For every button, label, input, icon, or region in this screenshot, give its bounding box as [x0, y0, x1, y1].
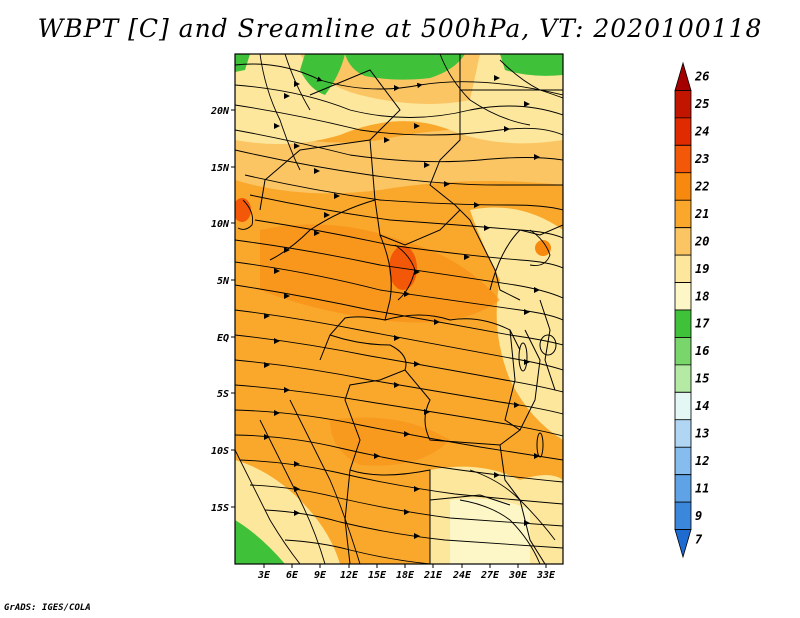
x-tick-label-15e: 15E: [368, 570, 387, 581]
wbpt-18-19-southeast: [450, 498, 530, 564]
colorbar-label: 26: [694, 70, 709, 84]
colorbar-label: 17: [695, 317, 710, 331]
colorbar-swatch: [674, 309, 692, 338]
colorbar-swatch: [674, 501, 692, 530]
y-axis: 20N 15N 10N 5N EQ 5S 10S 15S: [210, 106, 235, 514]
colorbar-swatch: [674, 144, 692, 174]
colorbar: 26 25 24 23 22 21 20 19 18 17 16 15 14 13 12 11 9 7: [674, 61, 710, 559]
colorbar-label: 7: [695, 532, 703, 546]
x-tick-label-27e: 27E: [480, 570, 500, 581]
wbpt-17-18-north-east: [500, 54, 563, 76]
x-tick-label-33e: 33E: [536, 570, 556, 581]
wbpt-17-18-north: [345, 54, 465, 80]
colorbar-swatch: [674, 254, 692, 283]
colorbar-swatch: [674, 61, 692, 91]
x-tick-label-3e: 3E: [257, 570, 271, 581]
x-tick-label-30e: 30E: [508, 570, 528, 581]
colorbar-label: 20: [694, 234, 709, 248]
map-frame: [234, 53, 564, 565]
lake-victoria: [539, 334, 557, 356]
y-tick-label-10s: 10S: [211, 446, 229, 457]
x-tick-label-24e: 24E: [452, 570, 472, 581]
colorbar-label: 23: [694, 152, 709, 166]
colorbar-label: 15: [695, 372, 709, 386]
colorbar-swatch: [674, 419, 692, 448]
colorbar-swatch: [674, 446, 692, 476]
colorbar-label: 24: [694, 125, 709, 139]
colorbar-swatch: [674, 282, 692, 311]
x-tick-label-6e: 6E: [286, 570, 299, 581]
colorbar-swatch: [674, 172, 692, 201]
lake-malawi: [536, 432, 544, 458]
colorbar-label: 21: [694, 207, 709, 221]
wbpt-23-24-spot-west: [235, 198, 251, 222]
colorbar-label: 16: [695, 344, 709, 358]
wbpt-17-18-southwest: [235, 520, 285, 564]
streamlines: [235, 54, 563, 564]
colorbar-label: 12: [695, 454, 709, 468]
y-tick-label-5s: 5S: [217, 389, 229, 400]
colorbar-swatch: [674, 391, 692, 421]
y-tick-label-20n: 20N: [210, 106, 230, 117]
y-tick-label-eq: EQ: [217, 333, 229, 344]
colorbar-swatch: [674, 529, 692, 559]
x-tick-label-21e: 21E: [423, 570, 443, 581]
wbpt-17-18-northwest-corner: [235, 54, 250, 72]
colorbar-label: 9: [695, 509, 702, 523]
x-axis: 3E 6E 9E 12E 15E 18E 21E 24E 27E 30E 33E: [257, 564, 556, 581]
colorbar-swatch: [674, 474, 692, 503]
y-tick-label-10n: 10N: [211, 219, 230, 230]
colorbar-swatch: [674, 117, 692, 146]
wbpt-17-18-north-west: [300, 54, 345, 95]
chart-title: WBPT [C] and Sreamline at 500hPa, VT: 20…: [37, 14, 763, 43]
x-tick-label-12e: 12E: [340, 570, 359, 581]
y-tick-label-15n: 15N: [211, 163, 230, 174]
colorbar-swatch: [674, 199, 692, 229]
wbpt-22-23-central: [260, 224, 500, 323]
colorbar-label: 11: [695, 481, 709, 495]
colorbar-swatch: [674, 337, 692, 366]
x-tick-label-18e: 18E: [396, 570, 415, 581]
map-plot-area: [235, 54, 563, 564]
colorbar-label: 19: [695, 262, 709, 276]
y-tick-label-15s: 15S: [211, 503, 229, 514]
colorbar-swatch: [674, 227, 692, 256]
colorbar-label: 18: [695, 289, 709, 303]
wbpt-22-23-spot-east: [535, 240, 551, 256]
streamline-arrows: [264, 75, 540, 539]
grads-credit: GrADS: IGES/COLA: [4, 603, 91, 613]
colorbar-swatch: [674, 364, 692, 393]
colorbar-label: 14: [695, 399, 709, 413]
colorbar-label: 25: [694, 97, 709, 111]
wbpt-22-23-south: [330, 417, 450, 466]
lake-tanganyika: [518, 342, 528, 372]
y-tick-label-5n: 5N: [217, 276, 230, 287]
colorbar-label: 13: [695, 427, 709, 441]
x-tick-label-9e: 9E: [314, 570, 327, 581]
colorbar-label: 22: [694, 180, 709, 194]
colorbar-swatch: [674, 90, 692, 119]
